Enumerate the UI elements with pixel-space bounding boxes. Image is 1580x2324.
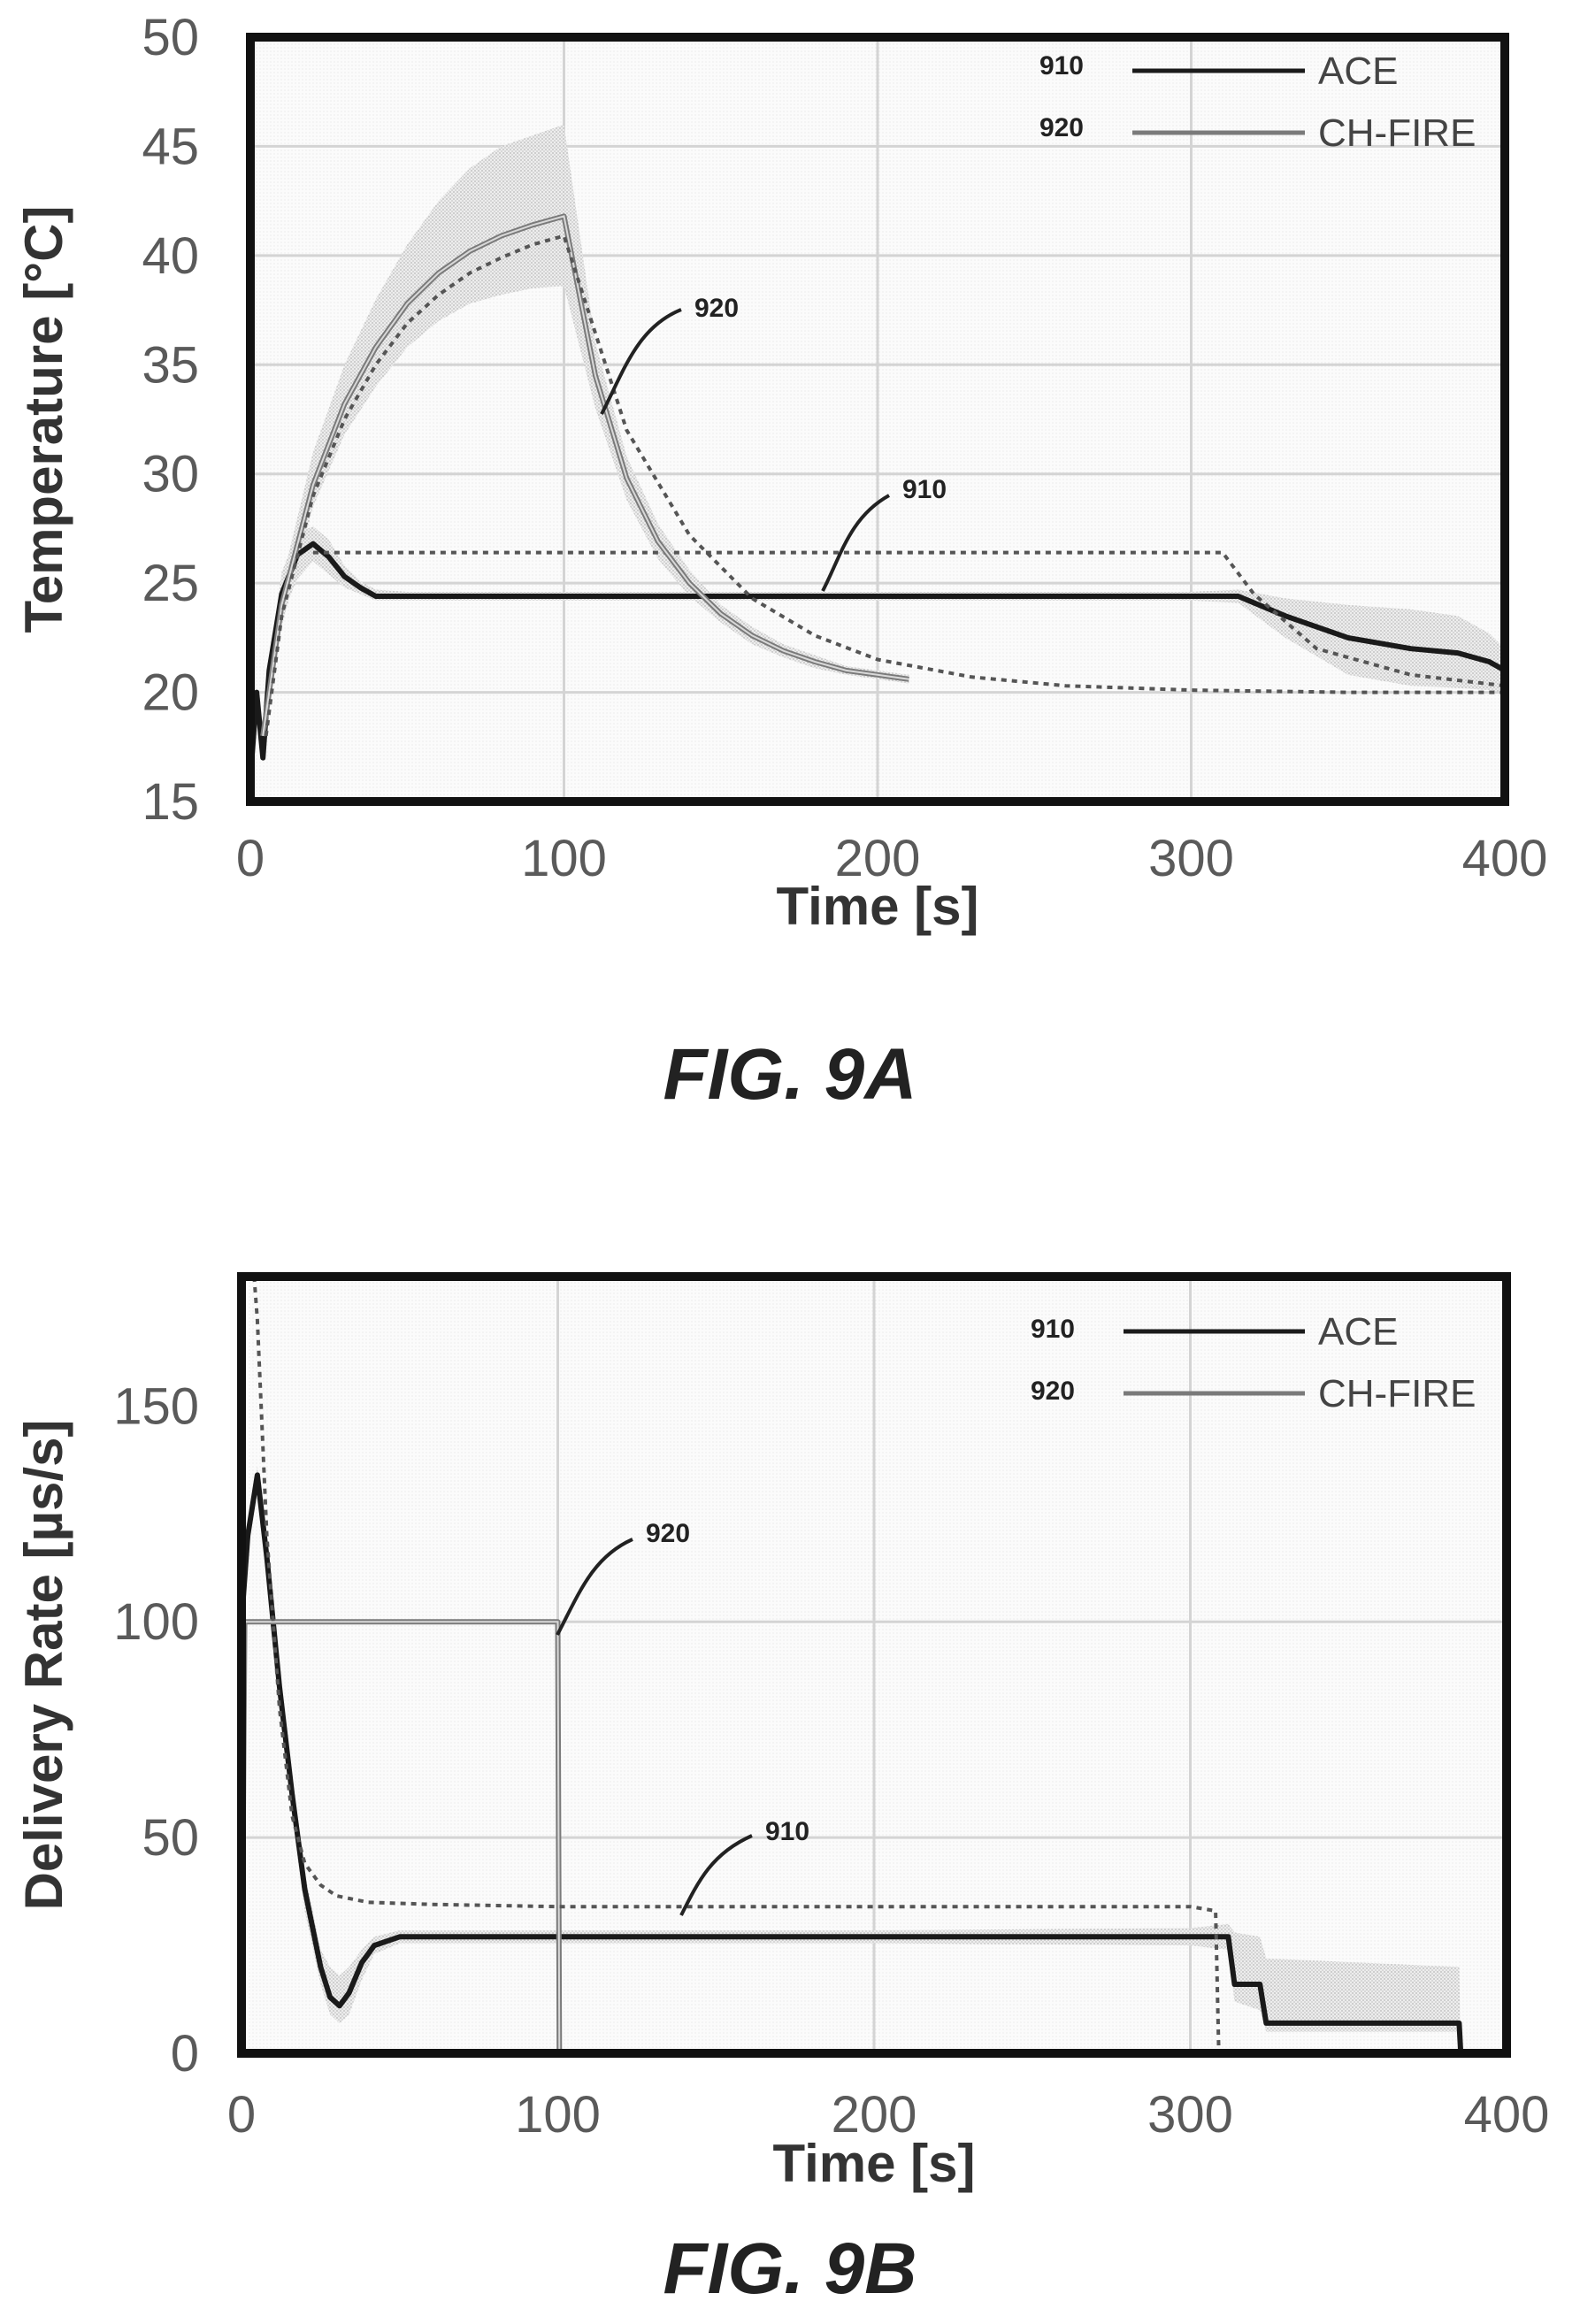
x-ticks-a: 0 100 200 300 400 <box>236 830 1548 887</box>
y-tick-label: 100 <box>113 1593 199 1651</box>
legend-label-chfire-b: CH-FIRE <box>1318 1372 1476 1415</box>
legend-a: 910 ACE 920 CH-FIRE <box>1039 50 1476 155</box>
y-tick-label: 150 <box>113 1377 199 1435</box>
line-ch-fire-simulated <box>264 234 1505 737</box>
x-tick-label: 0 <box>236 830 265 887</box>
y-tick-label: 30 <box>142 446 199 503</box>
legend-label-ace-b: ACE <box>1318 1310 1398 1354</box>
callout-910-b: 910 <box>679 1817 809 1916</box>
delivery-rate-chart: 0 50 100 150 0 100 200 300 400 Time [s] Deliver… <box>14 1272 1550 2309</box>
x-axis-label-a: Time [s] <box>777 877 979 936</box>
callout-label-920-b: 920 <box>646 1519 690 1548</box>
x-tick-label: 200 <box>832 2086 917 2144</box>
callout-label-910-a: 910 <box>902 475 947 504</box>
x-tick-label: 400 <box>1464 2086 1550 2144</box>
x-tick-label: 300 <box>1147 2086 1233 2144</box>
callout-label-920-a: 920 <box>694 294 739 323</box>
x-tick-label: 0 <box>227 2086 256 2144</box>
line-ace <box>239 1472 1464 2054</box>
x-tick-label: 400 <box>1462 830 1548 887</box>
legend-ref-920-b: 920 <box>1031 1377 1075 1406</box>
callout-920-b: 920 <box>556 1519 690 1636</box>
x-tick-label: 100 <box>515 2086 601 2144</box>
y-axis-label-b: Delivery Rate [µs/s] <box>14 1420 73 1911</box>
bands-a <box>250 124 1505 780</box>
y-tick-label: 45 <box>142 118 199 175</box>
x-ticks-b: 0 100 200 300 400 <box>227 2086 1550 2144</box>
band-ch-fire <box>263 124 909 736</box>
legend-ref-910-b: 910 <box>1031 1315 1075 1344</box>
y-tick-label: 40 <box>142 227 199 285</box>
x-tick-label: 200 <box>835 830 921 887</box>
y-tick-label: 20 <box>142 664 199 722</box>
y-tick-label: 50 <box>142 1809 199 1867</box>
legend-b: 910 ACE 920 CH-FIRE <box>1031 1310 1476 1415</box>
line-highlight-ch-fire <box>262 215 909 737</box>
callout-label-910-b: 910 <box>765 1817 809 1846</box>
y-tick-label: 15 <box>142 773 199 831</box>
series-a <box>248 213 1507 780</box>
y-ticks-b: 0 50 100 150 <box>113 1377 199 2082</box>
legend-ref-910-a: 910 <box>1039 51 1084 81</box>
figure-label-9a: FIG. 9A <box>663 1034 917 1115</box>
callout-910-a: 910 <box>821 475 947 592</box>
y-ticks-a: 15 20 25 30 35 40 45 50 <box>142 9 199 831</box>
plot-frame-a <box>246 33 1509 806</box>
legend-label-ace-a: ACE <box>1318 50 1398 93</box>
y-tick-label: 35 <box>142 336 199 394</box>
y-tick-label: 50 <box>142 9 199 66</box>
legend-label-chfire-a: CH-FIRE <box>1318 111 1476 155</box>
plot-frame-b <box>237 1272 1511 2058</box>
figure-label-9b: FIG. 9B <box>663 2228 917 2309</box>
callout-920-a: 920 <box>600 294 739 415</box>
line-ace-simulated <box>312 550 1506 688</box>
x-tick-label: 100 <box>521 830 607 887</box>
y-tick-label: 25 <box>142 555 199 612</box>
y-axis-label-a: Temperature [°C] <box>14 206 73 633</box>
y-tick-label: 0 <box>171 2025 199 2082</box>
line-ace-simulated <box>252 1276 1221 2054</box>
x-axis-label-b: Time [s] <box>773 2134 976 2193</box>
x-tick-label: 300 <box>1148 830 1234 887</box>
legend-ref-920-a: 920 <box>1039 113 1084 142</box>
